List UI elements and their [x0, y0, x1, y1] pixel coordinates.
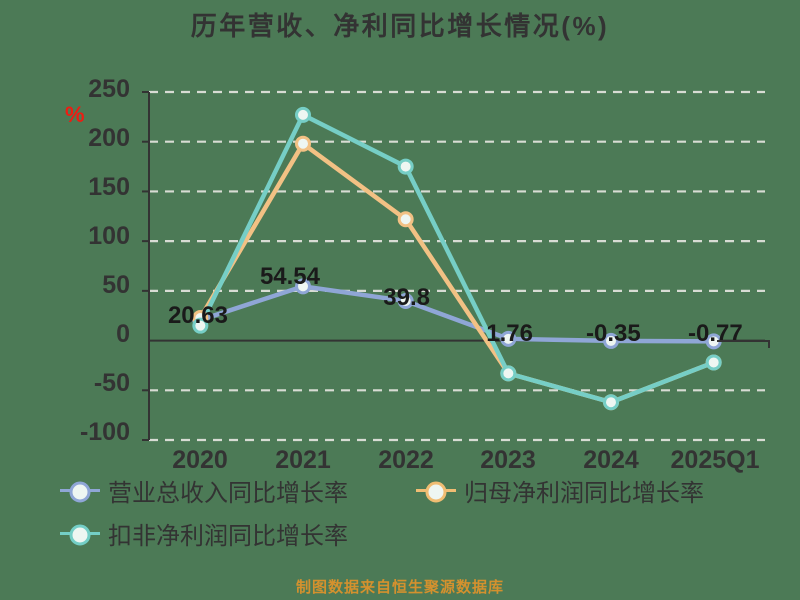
svg-text:1.76: 1.76 — [486, 320, 533, 347]
svg-text:-0.77: -0.77 — [688, 320, 743, 347]
svg-text:-0.35: -0.35 — [586, 320, 641, 347]
svg-text:20.63: 20.63 — [168, 302, 228, 329]
svg-text:54.54: 54.54 — [260, 263, 321, 290]
svg-text:39.8: 39.8 — [383, 284, 430, 311]
